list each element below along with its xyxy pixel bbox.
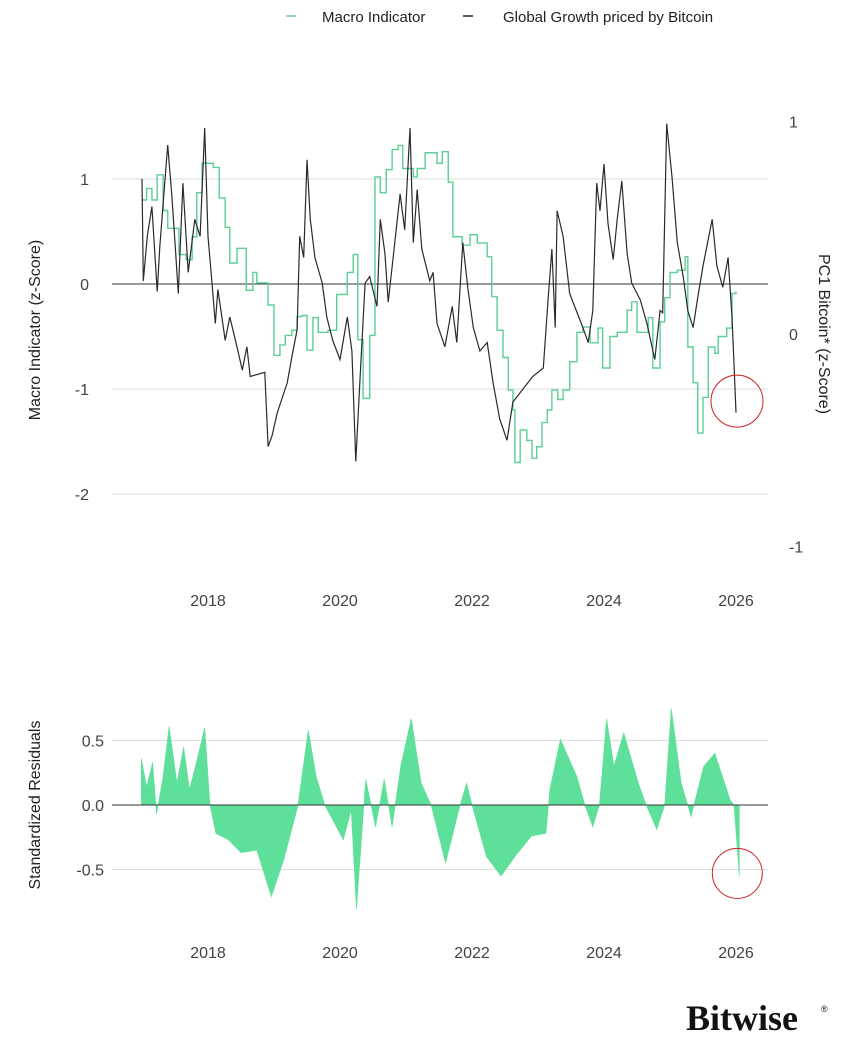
series-standardized-residuals xyxy=(141,708,740,910)
bitwise-logo: Bitwise ® xyxy=(686,998,828,1038)
top-left-y-tick-label: 1 xyxy=(80,172,89,189)
legend-label-macro: Macro Indicator xyxy=(322,9,425,26)
top-chart: 1 0 -1 -2 1 0 -1 2018 2020 2022 2024 2026 Macro I… xyxy=(27,115,832,611)
top-x-tick-label: 2022 xyxy=(454,593,490,610)
top-right-y-ticks: 1 0 -1 xyxy=(789,115,803,557)
bottom-x-ticks: 2018 2020 2022 2024 2026 xyxy=(190,945,754,962)
logo-text: Bitwise xyxy=(686,998,798,1038)
top-right-y-tick-label: 1 xyxy=(789,115,798,132)
top-left-y-tick-label: -2 xyxy=(75,487,89,504)
top-right-y-axis-label: PC1 Bitcoin* (z-Score) xyxy=(815,254,832,414)
legend: Macro Indicator Global Growth priced by … xyxy=(286,9,713,26)
highlight-circle-top xyxy=(710,374,764,428)
top-left-y-tick-label: -1 xyxy=(75,382,89,399)
top-left-y-axis-label: Macro Indicator (z-Score) xyxy=(27,240,44,421)
bottom-x-tick-label: 2024 xyxy=(586,945,622,962)
top-x-tick-label: 2018 xyxy=(190,593,226,610)
legend-label-bitcoin: Global Growth priced by Bitcoin xyxy=(503,9,713,26)
top-x-tick-label: 2020 xyxy=(322,593,358,610)
bottom-y-axis-label: Standardized Residuals xyxy=(27,721,44,890)
bottom-y-tick-label: 0.0 xyxy=(82,798,104,815)
bottom-y-tick-label: 0.5 xyxy=(82,734,104,751)
bottom-x-tick-label: 2020 xyxy=(322,945,358,962)
top-x-tick-label: 2026 xyxy=(718,593,754,610)
top-x-tick-label: 2024 xyxy=(586,593,622,610)
series-global-growth-bitcoin xyxy=(141,123,737,462)
top-x-ticks: 2018 2020 2022 2024 2026 xyxy=(190,593,754,610)
bottom-gridlines xyxy=(112,740,768,870)
bottom-x-tick-label: 2018 xyxy=(190,945,226,962)
bottom-x-tick-label: 2022 xyxy=(454,945,490,962)
top-gridlines xyxy=(112,178,768,495)
registered-mark: ® xyxy=(821,1004,828,1014)
series-macro-indicator xyxy=(142,144,737,464)
highlight-circle-bottom xyxy=(711,847,763,899)
top-left-y-ticks: 1 0 -1 -2 xyxy=(75,172,89,504)
bottom-x-tick-label: 2026 xyxy=(718,945,754,962)
top-right-y-tick-label: 0 xyxy=(789,327,798,344)
bottom-chart: 0.5 0.0 -0.5 2018 2020 2022 2024 2026 Standard… xyxy=(27,708,768,962)
top-right-y-tick-label: -1 xyxy=(789,540,803,557)
top-left-y-tick-label: 0 xyxy=(80,277,89,294)
bottom-y-ticks: 0.5 0.0 -0.5 xyxy=(76,734,104,880)
bottom-y-tick-label: -0.5 xyxy=(76,863,104,880)
